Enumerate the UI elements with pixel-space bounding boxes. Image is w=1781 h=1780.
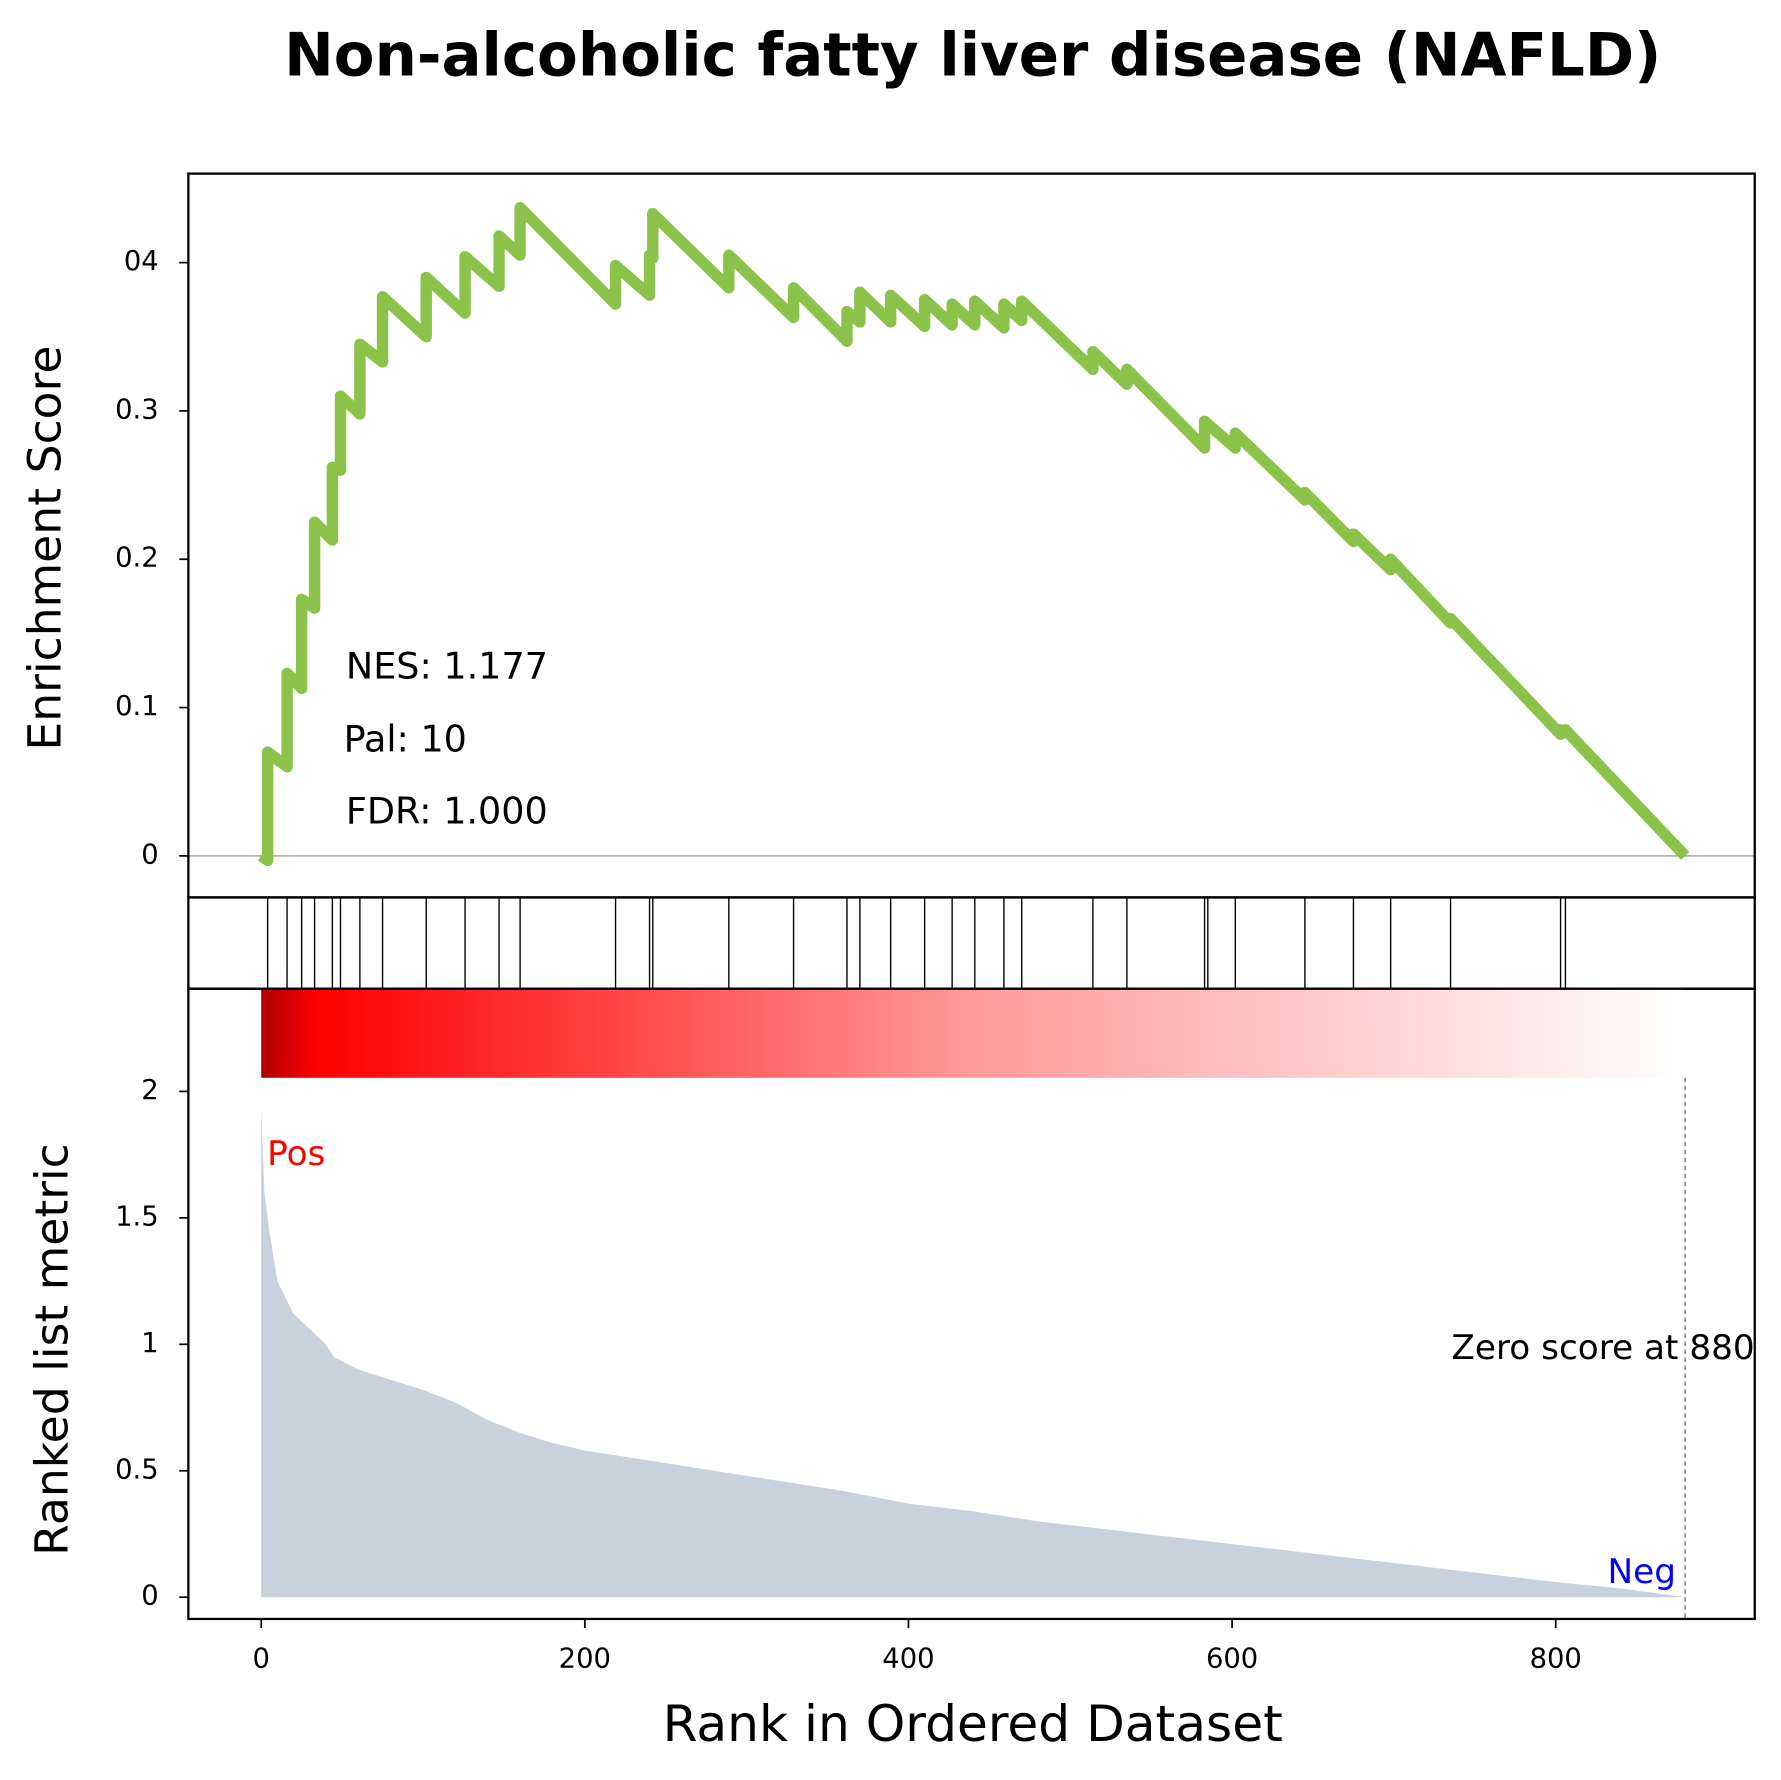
x-tick-label: 200	[559, 1644, 611, 1675]
annotation: Neg	[1608, 1552, 1676, 1592]
y-tick-label: 0.3	[115, 394, 159, 425]
metric-area	[261, 1109, 1686, 1598]
annotation: FDR: 1.000	[346, 789, 548, 832]
annotation: Pal: 10	[344, 718, 467, 761]
y-tick-label: 0.1	[115, 691, 159, 722]
y-tick-label: 1.5	[115, 1201, 159, 1232]
y-tick-label: 2	[141, 1075, 158, 1106]
axes-frame	[187, 896, 1756, 990]
y-tick-label: 1	[141, 1328, 158, 1359]
x-tick-label: 800	[1530, 1644, 1582, 1675]
y-tick-label: 0	[141, 839, 158, 870]
annotation: Zero score at 880	[1451, 1328, 1754, 1368]
annotation: NES: 1.177	[346, 644, 548, 687]
x-tick-label: 400	[882, 1644, 934, 1675]
x-tick-label: 0	[252, 1644, 269, 1675]
y-tick-label: 0	[141, 1581, 158, 1612]
es-line	[257, 202, 1690, 867]
rank-gradient	[261, 988, 1686, 1078]
annotation: Pos	[267, 1134, 325, 1174]
chart-title: Non-alcoholic fatty liver disease (NAFLD…	[284, 21, 1661, 90]
y-axis-label: Enrichment Score	[18, 346, 71, 751]
axes-frame	[187, 987, 1756, 1621]
y-tick-label: 0.2	[115, 543, 159, 574]
x-tick-label: 600	[1206, 1644, 1258, 1675]
y-axis-label: Ranked list metric	[25, 1143, 78, 1556]
x-axis-label: Rank in Ordered Dataset	[663, 1694, 1283, 1753]
y-tick-label: 0.5	[115, 1454, 159, 1485]
y-tick-label: 04	[124, 246, 159, 277]
